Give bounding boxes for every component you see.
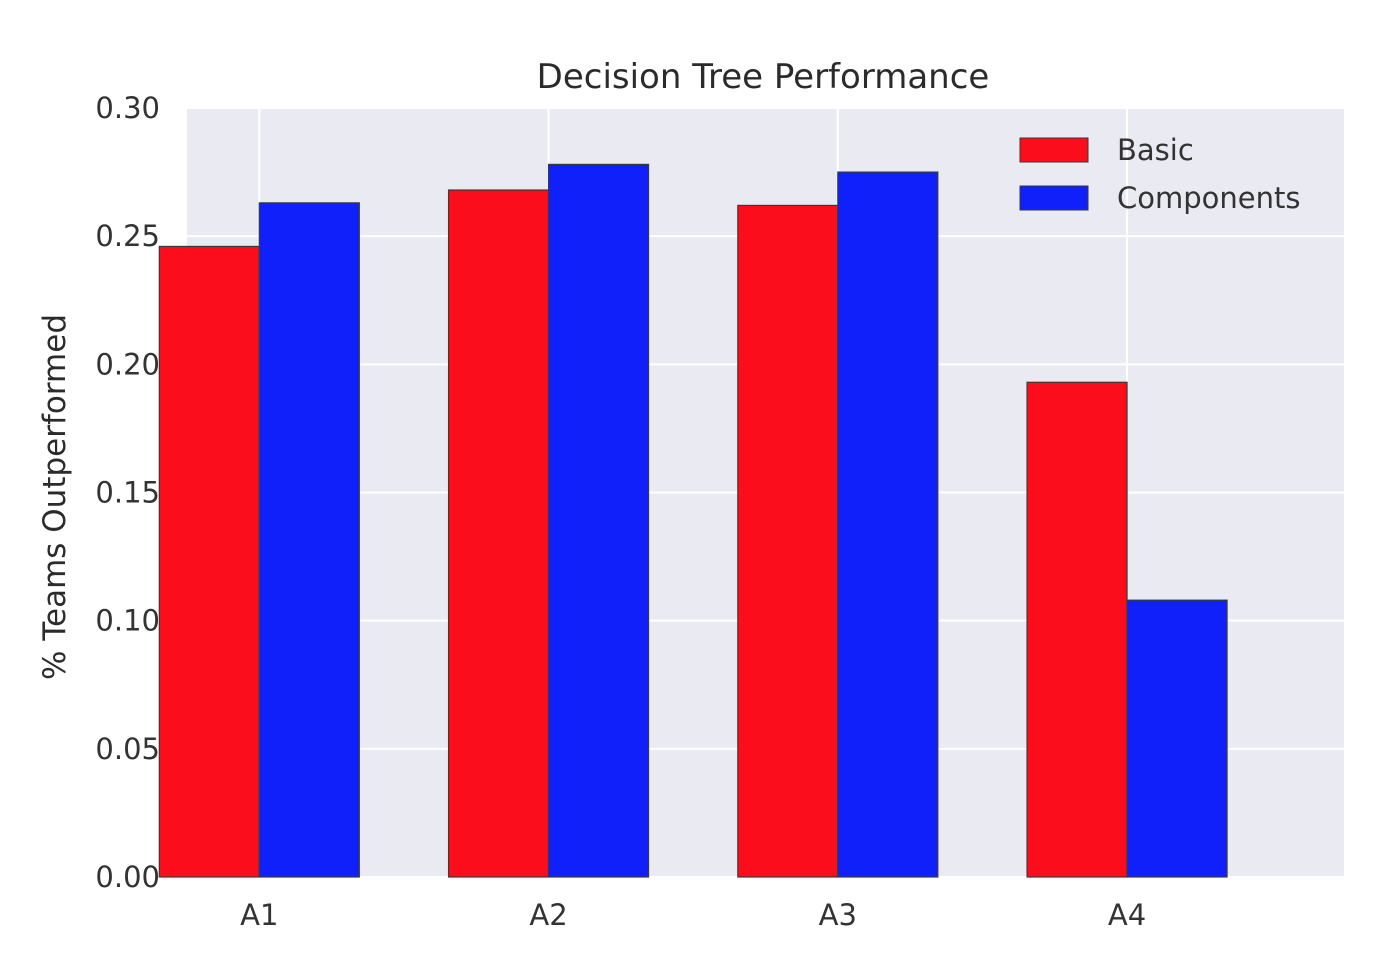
bar-basic-a3 (737, 204, 839, 878)
bar-basic-a4 (1026, 381, 1128, 878)
bars (158, 163, 1228, 878)
bar-components-a1 (258, 202, 360, 878)
y-tick-label-0: 0.00 (95, 860, 160, 894)
legend-label-basic: Basic (1117, 133, 1194, 167)
bar-basic-a2 (447, 189, 550, 878)
y-tick-label-6: 0.30 (95, 91, 160, 125)
chart-title: Decision Tree Performance (537, 57, 990, 97)
x-tick-label-a4: A4 (1108, 898, 1146, 932)
y-tick-label-5: 0.25 (95, 219, 160, 253)
x-axis-ticks: A1 A2 A3 A4 (240, 898, 1146, 932)
legend-swatch-basic (1019, 137, 1089, 163)
bar-components-a3 (837, 171, 939, 878)
legend-swatch-components (1019, 185, 1089, 211)
bar-components-a4 (1126, 599, 1228, 878)
bar-basic-a1 (158, 245, 260, 878)
y-axis-title: % Teams Outperformed (37, 314, 73, 680)
y-tick-label-4: 0.20 (95, 347, 160, 381)
x-tick-label-a2: A2 (529, 898, 567, 932)
y-tick-label-2: 0.10 (95, 604, 160, 638)
x-tick-label-a1: A1 (240, 898, 278, 932)
y-axis-ticks: 0.00 0.05 0.10 0.15 0.20 0.25 0.30 (95, 91, 160, 894)
y-tick-label-1: 0.05 (95, 732, 160, 766)
bar-components-a2 (547, 163, 650, 878)
x-tick-label-a3: A3 (819, 898, 857, 932)
y-tick-label-3: 0.15 (95, 476, 160, 510)
legend-label-components: Components (1117, 181, 1300, 215)
legend: Basic Components (1019, 133, 1300, 215)
